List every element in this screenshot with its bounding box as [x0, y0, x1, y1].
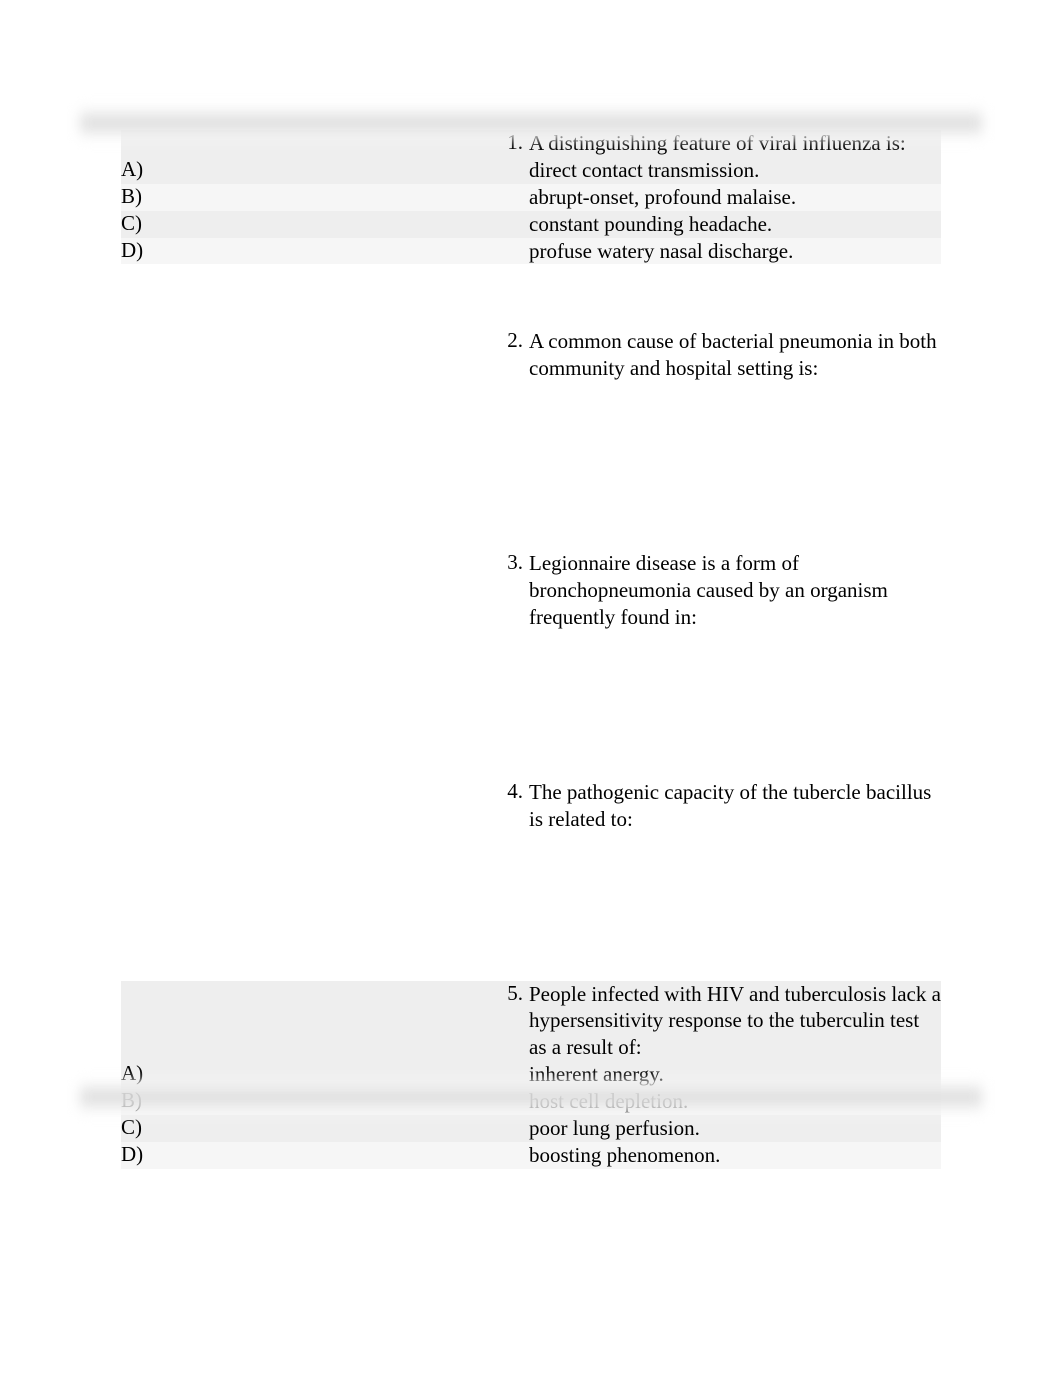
- option-row: B) abrupt-onset, profound malaise.: [121, 184, 941, 211]
- option-text: profuse watery nasal discharge.: [529, 238, 941, 265]
- option-spacer: [501, 184, 529, 211]
- option-spacer: [501, 157, 529, 184]
- option-row: D) boosting phenomenon.: [121, 1142, 941, 1169]
- option-text: inherent anergy.: [529, 1061, 941, 1088]
- left-spacer: [121, 550, 501, 631]
- question-block-1: 1. A distinguishing feature of viral inf…: [120, 130, 942, 264]
- option-text: constant pounding headache.: [529, 211, 941, 238]
- question-row: 3. Legionnaire disease is a form of bron…: [121, 550, 941, 631]
- question-number: 2.: [501, 328, 529, 382]
- page: 1. A distinguishing feature of viral inf…: [0, 0, 1062, 1377]
- question-block-3: 3. Legionnaire disease is a form of bron…: [120, 400, 942, 631]
- question-text: A common cause of bacterial pneumonia in…: [529, 328, 941, 382]
- question-block-5: 5. People infected with HIV and tubercul…: [120, 851, 942, 1169]
- question-number: 5.: [501, 981, 529, 1062]
- question-text: A distinguishing feature of viral influe…: [529, 130, 941, 157]
- option-row: A) inherent anergy.: [121, 1061, 941, 1088]
- left-spacer: [121, 779, 501, 833]
- option-label: D): [121, 238, 501, 265]
- option-spacer: [501, 1088, 529, 1115]
- option-spacer: [501, 1142, 529, 1169]
- question-number: 3.: [501, 550, 529, 631]
- option-spacer: [501, 238, 529, 265]
- question-text: The pathogenic capacity of the tubercle …: [529, 779, 941, 833]
- question-text: People infected with HIV and tuberculosi…: [529, 981, 941, 1062]
- option-row: C) constant pounding headache.: [121, 211, 941, 238]
- question-block-4: 4. The pathogenic capacity of the tuberc…: [120, 649, 942, 833]
- question-block-2: 2. A common cause of bacterial pneumonia…: [120, 282, 942, 382]
- question-row: 1. A distinguishing feature of viral inf…: [121, 130, 941, 157]
- question-row: 2. A common cause of bacterial pneumonia…: [121, 328, 941, 382]
- option-row: B) host cell depletion.: [121, 1088, 941, 1115]
- option-spacer: [501, 1061, 529, 1088]
- question-row: 5. People infected with HIV and tubercul…: [121, 981, 941, 1062]
- option-text: host cell depletion.: [529, 1088, 941, 1115]
- option-label: C): [121, 211, 501, 238]
- left-spacer: [121, 981, 501, 1062]
- option-spacer: [501, 211, 529, 238]
- option-row: A) direct contact transmission.: [121, 157, 941, 184]
- option-label: A): [121, 157, 501, 184]
- option-row: D) profuse watery nasal discharge.: [121, 238, 941, 265]
- option-text: abrupt-onset, profound malaise.: [529, 184, 941, 211]
- left-spacer: [121, 328, 501, 382]
- left-spacer: [121, 130, 501, 157]
- option-spacer: [501, 1115, 529, 1142]
- option-row: C) poor lung perfusion.: [121, 1115, 941, 1142]
- question-number: 4.: [501, 779, 529, 833]
- option-text: boosting phenomenon.: [529, 1142, 941, 1169]
- option-label: B): [121, 184, 501, 211]
- option-text: poor lung perfusion.: [529, 1115, 941, 1142]
- question-text: Legionnaire disease is a form of broncho…: [529, 550, 941, 631]
- option-label: A): [121, 1061, 501, 1088]
- option-text: direct contact transmission.: [529, 157, 941, 184]
- question-row: 4. The pathogenic capacity of the tuberc…: [121, 779, 941, 833]
- option-label: D): [121, 1142, 501, 1169]
- option-label: B): [121, 1088, 501, 1115]
- option-label: C): [121, 1115, 501, 1142]
- question-number: 1.: [501, 130, 529, 157]
